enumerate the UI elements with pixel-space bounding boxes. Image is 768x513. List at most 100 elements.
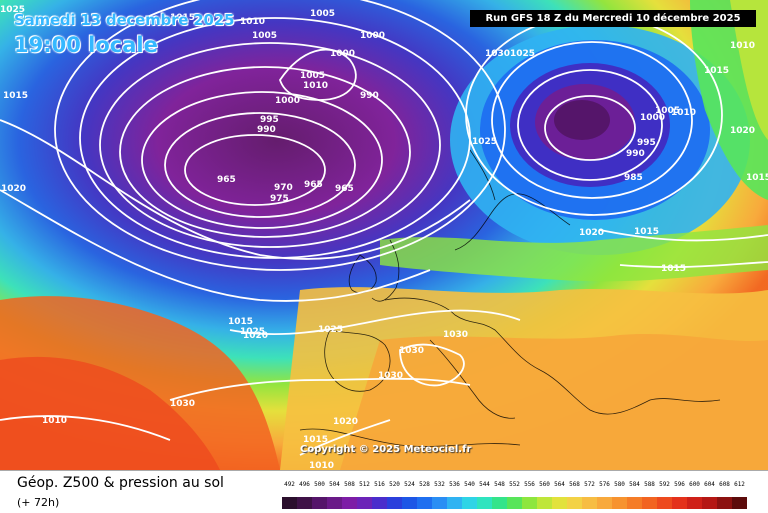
- isobar-label: 1020: [730, 126, 755, 136]
- scale-swatch: [597, 497, 612, 509]
- scale-tick-label: 512: [359, 481, 370, 488]
- isobar-label: 1025: [318, 325, 343, 335]
- scale-swatch: [657, 497, 672, 509]
- scale-tick-label: 536: [449, 481, 460, 488]
- scale-tick-label: 596: [674, 481, 685, 488]
- scale-swatch: [282, 497, 297, 509]
- isobar-label: 1015: [634, 227, 659, 237]
- isobar-label: 1015: [661, 264, 686, 274]
- isobar-label: 1015: [704, 66, 729, 76]
- scale-swatch: [732, 497, 747, 509]
- scale-swatch: [447, 497, 462, 509]
- isobar-label: 1025: [0, 5, 25, 15]
- scale-tick-label: 496: [299, 481, 310, 488]
- scale-tick-label: 520: [389, 481, 400, 488]
- scale-swatch: [312, 497, 327, 509]
- map-title: Géop. Z500 & pression au sol: [17, 475, 224, 491]
- isobar-label: 1010: [309, 461, 334, 470]
- isobar-label: 1005: [300, 71, 325, 81]
- isobar-label: 1020: [243, 331, 268, 341]
- scale-swatch: [537, 497, 552, 509]
- isobar-label: 965: [335, 184, 354, 194]
- isobar-label: 1015: [3, 91, 28, 101]
- scale-swatch: [672, 497, 687, 509]
- isobar-label: 1010: [42, 416, 67, 426]
- isobar-label: 1030: [443, 330, 468, 340]
- local-time: 19:00 locale: [14, 33, 158, 57]
- scale-swatch: [297, 497, 312, 509]
- scale-swatch: [342, 497, 357, 509]
- isobar-label: 995: [260, 115, 279, 125]
- scale-swatch: [462, 497, 477, 509]
- scale-tick-label: 612: [734, 481, 745, 488]
- scale-swatch: [357, 497, 372, 509]
- scale-swatch: [612, 497, 627, 509]
- scale-tick-label: 540: [464, 481, 475, 488]
- isobar-label: 1015: [303, 435, 328, 445]
- scale-swatch: [372, 497, 387, 509]
- scale-swatch: [387, 497, 402, 509]
- copyright: Copyright © 2025 Meteociel.fr: [300, 444, 472, 455]
- scale-tick-label: 516: [374, 481, 385, 488]
- scale-tick-label: 524: [404, 481, 415, 488]
- scale-tick-label: 568: [569, 481, 580, 488]
- scale-tick-label: 608: [719, 481, 730, 488]
- scale-swatch: [687, 497, 702, 509]
- isobar-label: 1030: [378, 371, 403, 381]
- valid-date: Samedi 13 decembre 2025: [14, 11, 235, 29]
- isobar-label: 990: [360, 91, 379, 101]
- scale-tick-label: 528: [419, 481, 430, 488]
- scale-swatch: [567, 497, 582, 509]
- isobar-label: 1030: [399, 346, 424, 356]
- isobar-label: 1010: [240, 17, 265, 27]
- isobar-label: 965: [217, 175, 236, 185]
- scale-swatch: [522, 497, 537, 509]
- forecast-lead: (+ 72h): [17, 496, 60, 509]
- isobar-label: 990: [257, 125, 276, 135]
- scale-tick-label: 572: [584, 481, 595, 488]
- scale-tick-label: 504: [329, 481, 340, 488]
- isobar-label: 1015: [170, 13, 195, 23]
- isobar-label: 1000: [360, 31, 385, 41]
- isobar-label: 1000: [640, 113, 665, 123]
- scale-swatch: [642, 497, 657, 509]
- isobar-label: 1000: [330, 49, 355, 59]
- scale-swatch: [507, 497, 522, 509]
- isobar-label: 1005: [252, 31, 277, 41]
- scale-tick-label: 492: [284, 481, 295, 488]
- isobar-label: 1025: [472, 137, 497, 147]
- scale-tick-label: 592: [659, 481, 670, 488]
- isobar-label: 1030: [170, 399, 195, 409]
- isobar-label: 970: [274, 183, 293, 193]
- isobar-label: 1010: [303, 81, 328, 91]
- isobar-label: 1005: [655, 106, 680, 116]
- scale-swatch: [432, 497, 447, 509]
- scale-swatch: [702, 497, 717, 509]
- scale-tick-label: 560: [539, 481, 550, 488]
- scale-tick-label: 548: [494, 481, 505, 488]
- isobar-label: 1025: [240, 327, 265, 337]
- isobar-label: 1000: [275, 96, 300, 106]
- isobar-label: 995: [637, 138, 656, 148]
- isobar-label: 975: [270, 194, 289, 204]
- scale-tick-label: 552: [509, 481, 520, 488]
- isobar-label: 1015: [746, 173, 768, 183]
- scale-swatch: [492, 497, 507, 509]
- scale-tick-label: 580: [614, 481, 625, 488]
- footer-bar: Géop. Z500 & pression au sol (+ 72h) 492…: [0, 470, 768, 513]
- forecast-map: 1015 101010051005100010051010100099099599…: [0, 0, 768, 470]
- isobar-label: 1020: [579, 228, 604, 238]
- scale-tick-label: 508: [344, 481, 355, 488]
- scale-swatch: [402, 497, 417, 509]
- scale-tick-label: 544: [479, 481, 490, 488]
- scale-swatch: [552, 497, 567, 509]
- scale-tick-label: 532: [434, 481, 445, 488]
- scale-tick-label: 588: [644, 481, 655, 488]
- isobar-label: 1020: [1, 184, 26, 194]
- isobar-label: 990: [626, 149, 645, 159]
- scale-tick-label: 576: [599, 481, 610, 488]
- isobar-label: 1010: [730, 41, 755, 51]
- isobar-label: 1010: [671, 108, 696, 118]
- run-banner: Run GFS 18 Z du Mercredi 10 décembre 202…: [470, 10, 756, 27]
- scale-tick-label: 556: [524, 481, 535, 488]
